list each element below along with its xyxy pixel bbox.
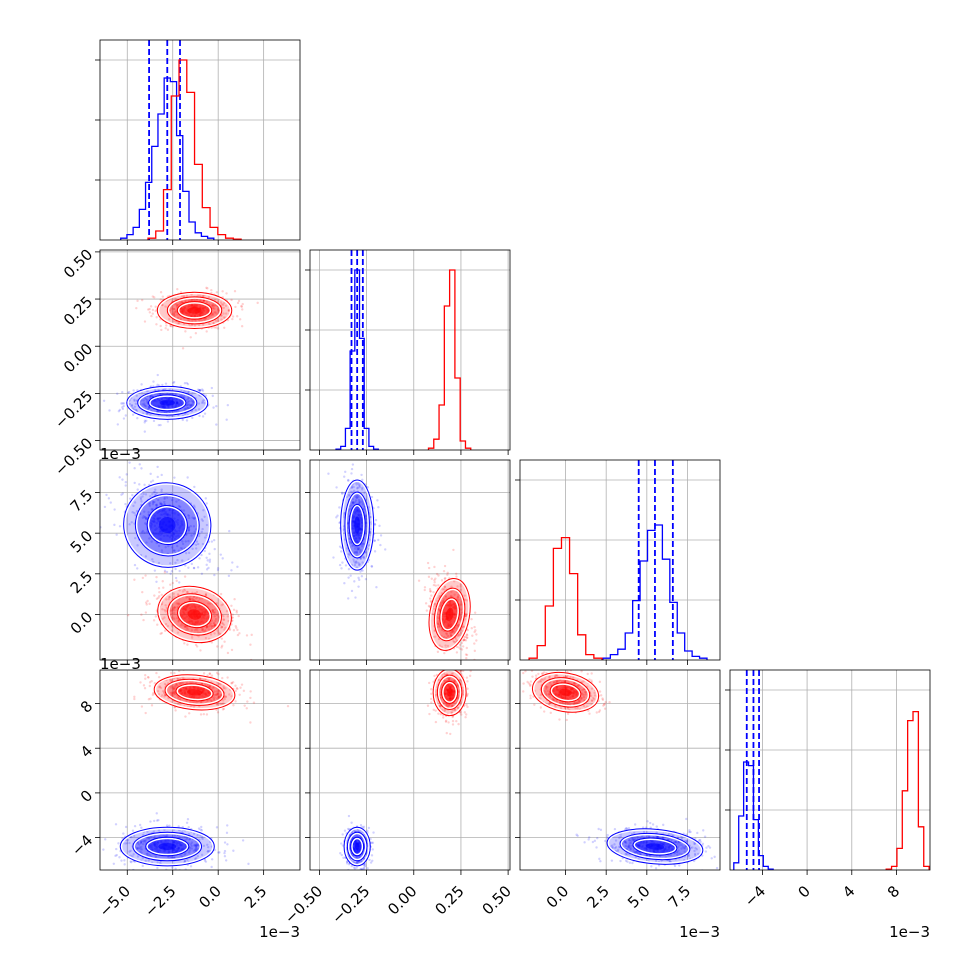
grid <box>100 40 300 240</box>
panel-frame <box>99 669 301 871</box>
panel-frame <box>519 669 721 871</box>
y-tick-label: 0.0 <box>67 608 97 638</box>
panel-frame <box>729 669 931 871</box>
contours-series_b <box>157 585 232 644</box>
histogram-series_b <box>147 59 242 240</box>
panel-3-1: −0.50 −0.25 0.00 0.25 0.50 <box>281 669 515 927</box>
x-tick-label: 5.0 <box>624 882 654 912</box>
contours-series_b <box>153 674 236 711</box>
histogram-series_b <box>885 710 930 870</box>
x-offset-label: 1e−3 <box>259 923 300 941</box>
y-offset-label: 1e−3 <box>100 445 141 463</box>
x-tick-label: 0.25 <box>431 882 467 918</box>
panel-2-1 <box>305 459 511 665</box>
panel-2-0: 0.0 2.5 5.0 7.5 1e−3 <box>67 445 301 665</box>
panel-frame <box>309 669 511 871</box>
x-tick-label: −4 <box>741 882 769 910</box>
panel-3-2: 0.0 2.5 5.0 7.5 1e−3 <box>515 669 721 941</box>
panel-frame <box>309 249 511 451</box>
histogram-series_b <box>528 536 603 660</box>
x-tick-label: −0.25 <box>328 882 373 927</box>
panel-3-3: −4 0 4 8 1e−3 <box>725 669 931 941</box>
x-tick-label: 0.00 <box>384 882 420 918</box>
x-tick-label: 2.5 <box>583 882 613 912</box>
y-offset-label: 1e−3 <box>100 655 141 673</box>
y-tick-label: 7.5 <box>67 486 97 516</box>
y-tick-label: 5.0 <box>67 527 97 557</box>
y-tick-label: −4 <box>68 831 96 859</box>
grid <box>730 670 930 870</box>
x-tick-label: 0.0 <box>543 882 573 912</box>
y-tick-label: 0.25 <box>60 293 96 329</box>
contours-series_a <box>343 826 371 867</box>
grid <box>100 460 300 660</box>
grid <box>310 460 510 660</box>
contours-series_a <box>123 482 212 568</box>
panel-frame <box>519 459 721 661</box>
panel-1-1 <box>305 249 511 455</box>
x-offset-label: 1e−3 <box>679 923 720 941</box>
x-offset-label: 1e−3 <box>889 923 930 941</box>
y-tick-label: −0.25 <box>51 387 96 432</box>
x-tick-label: 8 <box>884 882 903 901</box>
contours-series_b <box>432 670 467 717</box>
grid <box>310 250 510 450</box>
x-tick-label: −0.50 <box>281 882 326 927</box>
contours-series_a <box>340 479 375 571</box>
y-tick-label: 0.50 <box>60 246 96 282</box>
x-tick-label: −2.5 <box>141 882 179 920</box>
panel-frame <box>99 459 301 661</box>
contours-series_a <box>606 828 704 865</box>
grid <box>100 250 300 450</box>
panel-0-0 <box>95 39 301 245</box>
x-tick-label: 7.5 <box>665 882 695 912</box>
contours-series_b <box>156 291 233 330</box>
x-tick-label: 2.5 <box>241 882 271 912</box>
x-tick-label: 0 <box>794 882 813 901</box>
panel-3-0: −5.0 −2.5 0.0 2.5 1e−3 −4 0 4 8 1e−3 <box>68 655 301 941</box>
y-tick-label: 4 <box>77 742 96 761</box>
y-tick-label: 2.5 <box>67 567 97 597</box>
contours-series_a <box>119 826 215 867</box>
y-tick-label: 8 <box>77 697 96 716</box>
grid <box>310 670 510 870</box>
y-tick-label: −0.50 <box>51 434 96 479</box>
contours-series_a <box>126 385 209 420</box>
panel-frame <box>99 249 301 451</box>
panel-1-0: −0.50−0.25 0.00 0.25 0.50 <box>51 246 301 479</box>
panel-frame <box>99 39 301 241</box>
contours-series_b <box>428 578 471 651</box>
y-tick-label: 0.00 <box>60 340 96 376</box>
grid <box>520 460 720 660</box>
x-tick-label: 4 <box>839 882 858 901</box>
grid <box>520 670 720 870</box>
histogram-series_b <box>427 269 472 450</box>
panel-2-2 <box>515 459 721 665</box>
x-tick-label: 0.0 <box>195 882 225 912</box>
x-tick-label: −5.0 <box>96 882 134 920</box>
contours-series_b <box>531 671 600 713</box>
x-tick-label: 0.50 <box>479 882 515 918</box>
panel-frame <box>309 459 511 661</box>
y-tick-label: 0 <box>77 787 96 806</box>
